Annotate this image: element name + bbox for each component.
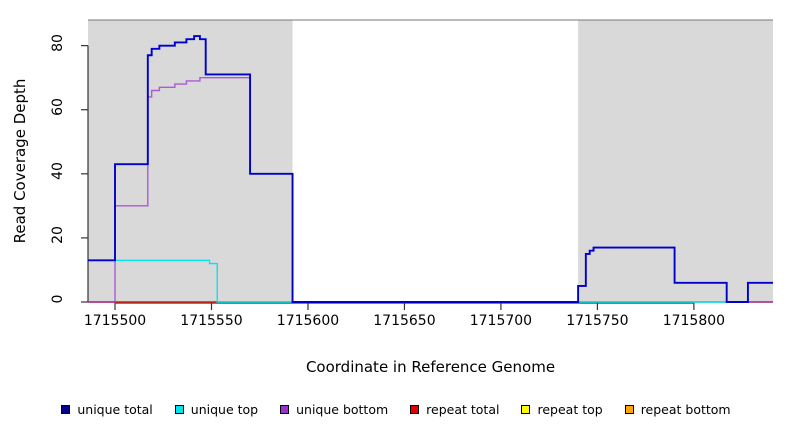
legend-swatch-icon [174, 404, 184, 414]
legend-label: repeat top [537, 401, 603, 417]
legend-label: unique top [190, 401, 259, 417]
legend-label: repeat total [426, 401, 500, 417]
x-tick-label: 1715650 [373, 313, 436, 329]
legend-label: unique bottom [296, 401, 389, 417]
x-tick-label: 1715550 [180, 313, 243, 329]
x-tick-label: 1715750 [566, 313, 629, 329]
legend-label: repeat bottom [640, 401, 731, 417]
shaded-region-0 [88, 20, 293, 302]
legend-swatch-icon [280, 404, 290, 414]
x-tick-label: 1715600 [276, 313, 340, 329]
legend-item-unique-top: unique top [174, 401, 259, 417]
legend-swatch-icon [410, 404, 420, 414]
legend-label: unique total [77, 401, 153, 417]
y-tick-label: 0 [50, 294, 66, 304]
shaded-region-1 [578, 20, 773, 302]
legend-swatch-icon [61, 404, 71, 414]
x-tick-label: 1715500 [83, 313, 147, 329]
x-tick-label: 1715700 [469, 313, 533, 329]
y-axis-label: Read Coverage Depth [11, 78, 29, 244]
legend-swatch-icon [521, 404, 531, 414]
legend-item-repeat-top: repeat top [521, 401, 603, 417]
y-tick-label: 60 [50, 97, 66, 116]
chart-legend: unique total unique top unique bottom repea… [0, 398, 792, 420]
x-axis-label: Coordinate in Reference Genome [305, 358, 556, 376]
legend-item-repeat-bottom: repeat bottom [624, 401, 731, 417]
legend-item-unique-bottom: unique bottom [280, 402, 388, 417]
series-line-unique-total [88, 35, 773, 303]
legend-swatch-icon [624, 404, 634, 414]
y-tick-label: 80 [50, 33, 66, 52]
y-tick-label: 20 [50, 226, 66, 244]
legend-item-unique-total: unique total [61, 401, 153, 417]
legend-item-repeat-total: repeat total [410, 402, 499, 417]
y-tick-label: 40 [50, 161, 66, 180]
x-tick-label: 1715800 [662, 313, 726, 329]
